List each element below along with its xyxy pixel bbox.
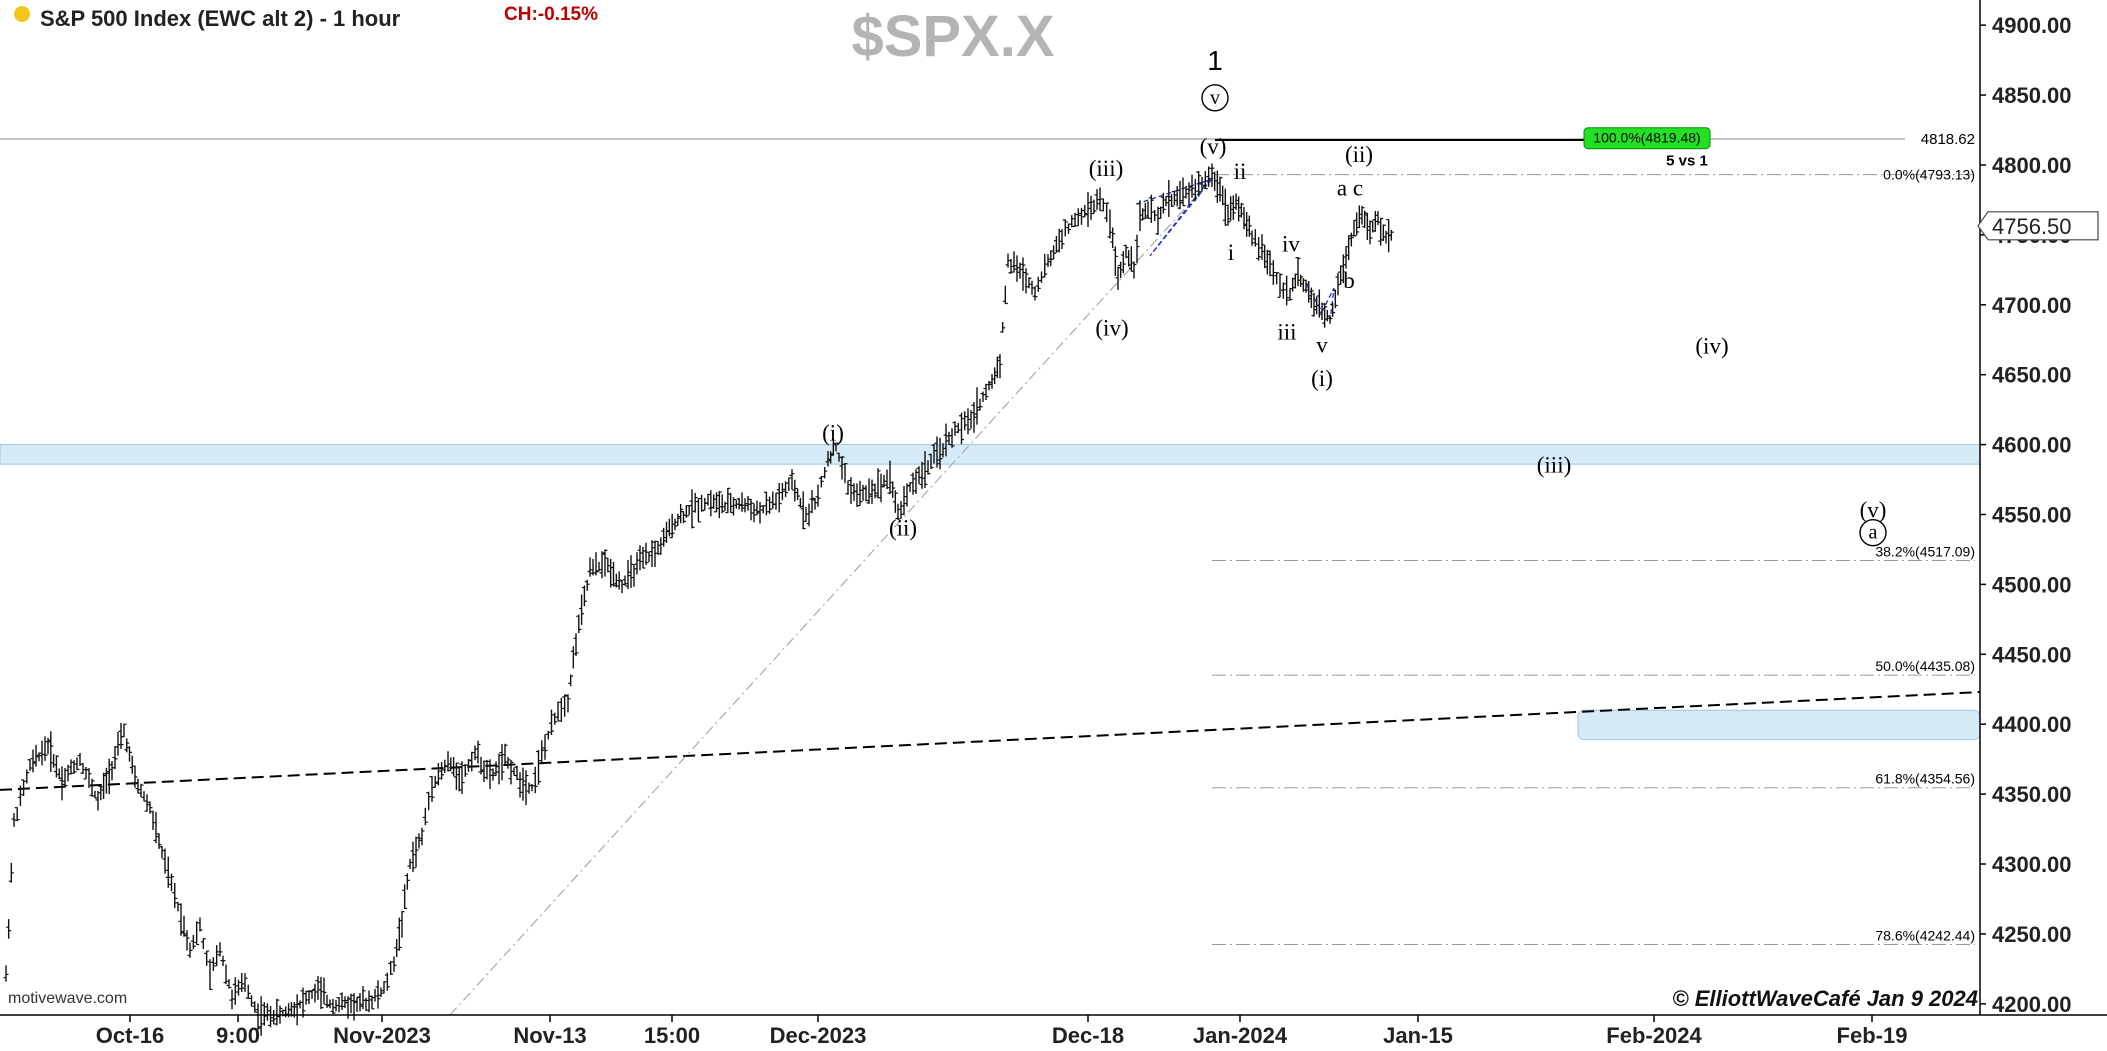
wave-label: (iv) bbox=[1695, 334, 1728, 359]
wave-label: a bbox=[1337, 176, 1347, 201]
fib-0-label: 0.0%(4793.13) bbox=[1883, 167, 1975, 183]
wave-label: v bbox=[1316, 332, 1328, 357]
symbol-watermark: $SPX.X bbox=[851, 4, 1054, 69]
fib-level-label: 50.0%(4435.08) bbox=[1875, 658, 1975, 674]
wave-label: (i) bbox=[822, 420, 844, 445]
x-tick-label: Jan-15 bbox=[1383, 1023, 1453, 1048]
x-tick-label: Nov-2023 bbox=[333, 1023, 431, 1048]
x-tick-label: Feb-2024 bbox=[1606, 1023, 1702, 1048]
wave-label: v bbox=[1210, 87, 1220, 109]
wave-label: ii bbox=[1234, 159, 1247, 184]
source-watermark: motivewave.com bbox=[8, 990, 127, 1007]
x-tick-label: Dec-18 bbox=[1052, 1023, 1124, 1048]
wave-label: (v) bbox=[1200, 134, 1227, 159]
x-tick-label: Jan-2024 bbox=[1193, 1023, 1288, 1048]
support-zone bbox=[0, 444, 1981, 465]
wave-label: b bbox=[1343, 268, 1355, 293]
price-bars-layer bbox=[3, 163, 1394, 1036]
wave-label: i bbox=[1228, 240, 1234, 265]
chart-title: S&P 500 Index (EWC alt 2) - 1 hour bbox=[40, 6, 401, 31]
target-box-label: 100.0%(4819.48) bbox=[1593, 130, 1700, 146]
last-price-marker bbox=[1977, 211, 2099, 241]
fib-level-label: 38.2%(4517.09) bbox=[1875, 544, 1975, 560]
y-axis[interactable]: 4900.004850.004800.004750.004700.004650.… bbox=[1977, 13, 2099, 1017]
wave-label: iv bbox=[1282, 232, 1300, 257]
y-tick-label: 4500.00 bbox=[1992, 572, 2072, 597]
y-tick-label: 4800.00 bbox=[1992, 153, 2072, 178]
wave-label-circle bbox=[1859, 518, 1887, 547]
x-tick-label: Oct-16 bbox=[96, 1023, 164, 1048]
wave-label: (i) bbox=[1311, 366, 1333, 391]
y-tick-label: 4850.00 bbox=[1992, 83, 2072, 108]
x-axis[interactable]: Oct-16 9:00 Nov-2023 Nov-13 15:00 Dec-2023 Dec… bbox=[96, 1015, 1908, 1048]
y-tick-label: 4350.00 bbox=[1992, 782, 2072, 807]
y-tick-label: 4600.00 bbox=[1992, 433, 2072, 458]
change-badge: CH:-0.15% bbox=[504, 4, 598, 25]
wave-label: (ii) bbox=[1345, 142, 1373, 167]
x-tick-label: 15:00 bbox=[644, 1023, 700, 1048]
trendline-channel bbox=[449, 178, 1213, 1016]
wave-label: (iii) bbox=[1537, 453, 1572, 478]
wave-label: (ii) bbox=[889, 515, 917, 540]
x-tick-label: Dec-2023 bbox=[770, 1023, 867, 1048]
y-tick-label: 4900.00 bbox=[1992, 13, 2072, 38]
wave-label-circle bbox=[1201, 84, 1229, 112]
wave-label: a bbox=[1869, 522, 1878, 544]
copyright-text: © ElliottWaveCafé Jan 9 2024 bbox=[1672, 986, 1978, 1011]
trendline-dashed bbox=[0, 691, 1981, 791]
wave-label: 1 bbox=[1207, 45, 1223, 76]
wave-label: (v) bbox=[1860, 497, 1887, 522]
x-tick-label: 9:00 bbox=[216, 1023, 260, 1048]
status-dot-icon bbox=[14, 6, 30, 22]
resistance-label: 4818.62 bbox=[1921, 131, 1975, 148]
fib-level-label: 78.6%(4242.44) bbox=[1875, 927, 1975, 943]
wave-label: c bbox=[1353, 176, 1363, 201]
zones-layer bbox=[0, 444, 1981, 741]
last-price-label: 4756.50 bbox=[1992, 214, 2072, 239]
y-tick-label: 4700.00 bbox=[1992, 293, 2072, 318]
target-box bbox=[1583, 127, 1711, 150]
y-tick-label: 4250.00 bbox=[1992, 922, 2072, 947]
y-tick-label: 4450.00 bbox=[1992, 642, 2072, 667]
target-box-sublabel: 5 vs 1 bbox=[1666, 153, 1708, 170]
wave-label: (iv) bbox=[1095, 316, 1128, 341]
x-tick-label: Nov-13 bbox=[513, 1023, 586, 1048]
fib-level-label: 61.8%(4354.56) bbox=[1875, 771, 1975, 787]
y-tick-label: 4300.00 bbox=[1992, 852, 2072, 877]
wave-label: iii bbox=[1277, 320, 1296, 345]
x-tick-label: Feb-19 bbox=[1837, 1023, 1908, 1048]
y-tick-label: 4200.00 bbox=[1992, 992, 2072, 1017]
reference-lines-layer: 4818.62 0.0%(4793.13) 38.2%(4517.09) 50.0%(… bbox=[0, 127, 1981, 1016]
target-zone bbox=[1577, 709, 1981, 741]
y-tick-label: 4400.00 bbox=[1992, 712, 2072, 737]
y-tick-label: 4650.00 bbox=[1992, 363, 2072, 388]
y-tick-label: 4550.00 bbox=[1992, 502, 2072, 527]
wave-label: (iii) bbox=[1089, 156, 1124, 181]
